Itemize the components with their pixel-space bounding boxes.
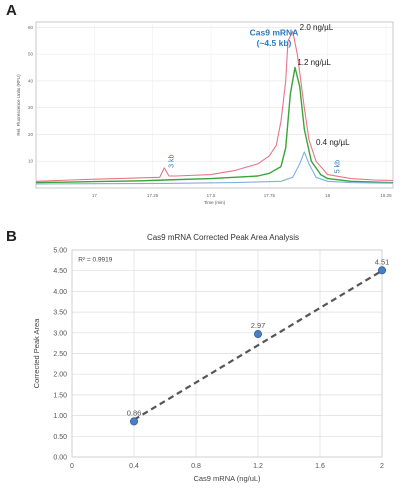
y-tick-label: 1.00 xyxy=(53,413,67,420)
r-squared-label: R² = 0.9919 xyxy=(78,257,113,264)
plot-frame-b xyxy=(71,249,383,458)
panel-label-b: B xyxy=(6,228,17,245)
y-axis-label: Corrected Peak Area xyxy=(32,318,41,388)
electropherogram-chart: 60 50 40 30 20 10 17 17.25 17.5 17.75 18 18.25 Time … xyxy=(16,21,394,205)
annotation-label: 1.2 ng/µL xyxy=(297,58,331,67)
annotation-label: (~4.5 kb) xyxy=(257,38,292,48)
y-tick-label: 40 xyxy=(28,78,34,83)
data-label: 0.86 xyxy=(127,408,142,417)
y-tick-label: 50 xyxy=(28,52,34,57)
x-tick-label: 18.25 xyxy=(380,193,392,198)
y-axis-label: Rel. Fluorescence Units (RFU) xyxy=(16,74,21,136)
x-tick-label: 17.25 xyxy=(147,193,159,198)
peak-area-chart: Cas9 mRNA Corrected Peak Area Analysis 0.… xyxy=(32,233,390,483)
y-tick-label: 3.50 xyxy=(53,310,67,317)
y-tick-label: 5.00 xyxy=(53,248,67,255)
trendline xyxy=(133,269,383,421)
y-tick-label: 4.50 xyxy=(53,268,67,275)
annotation-label: 5 kb xyxy=(334,160,341,173)
y-tick-label: 0.00 xyxy=(53,455,67,462)
series-line-1 xyxy=(35,30,394,182)
y-tick-label: 2.50 xyxy=(53,351,67,358)
data-label: 2.97 xyxy=(251,321,266,330)
series-line-3 xyxy=(35,151,394,185)
annotation-label: 0.4 ng/µL xyxy=(316,138,350,147)
annotation-label: 3 kb xyxy=(169,155,176,168)
y-tick-label: 10 xyxy=(28,159,34,164)
x-axis-label: Time (min) xyxy=(204,200,226,205)
x-tick-label: 1.6 xyxy=(315,463,325,470)
data-point xyxy=(253,330,262,339)
x-tick-label: 17 xyxy=(92,193,98,198)
chart-title: Cas9 mRNA Corrected Peak Area Analysis xyxy=(147,233,299,242)
x-tick-label: 0.4 xyxy=(129,463,139,470)
x-tick-label: 1.2 xyxy=(253,463,263,470)
y-tick-label: 30 xyxy=(28,105,34,110)
x-tick-label: 0.8 xyxy=(191,463,201,470)
y-tick-label: 4.00 xyxy=(53,289,67,296)
y-tick-label: 0.50 xyxy=(53,434,67,441)
data-point xyxy=(377,266,386,275)
y-tick-label: 20 xyxy=(28,132,34,137)
x-tick-label: 2 xyxy=(380,463,384,470)
y-tick-label: 1.50 xyxy=(53,392,67,399)
x-tick-label: 18 xyxy=(325,193,331,198)
y-tick-label: 2.00 xyxy=(53,372,67,379)
x-tick-label: 17.5 xyxy=(207,193,216,198)
y-tick-label: 3.00 xyxy=(53,330,67,337)
series-line-2 xyxy=(35,66,394,184)
panel-label-a: A xyxy=(6,2,17,19)
data-label: 4.51 xyxy=(375,257,390,266)
annotation-label: Cas9 mRNA xyxy=(250,27,299,37)
x-axis-label: Cas9 mRNA (ng/uL) xyxy=(193,474,261,483)
y-tick-label: 60 xyxy=(28,25,34,30)
plot-area-a xyxy=(35,21,394,189)
data-point xyxy=(129,417,138,426)
x-tick-label: 0 xyxy=(70,463,74,470)
annotation-label: 2.0 ng/µL xyxy=(300,23,334,32)
x-tick-label: 17.75 xyxy=(264,193,276,198)
